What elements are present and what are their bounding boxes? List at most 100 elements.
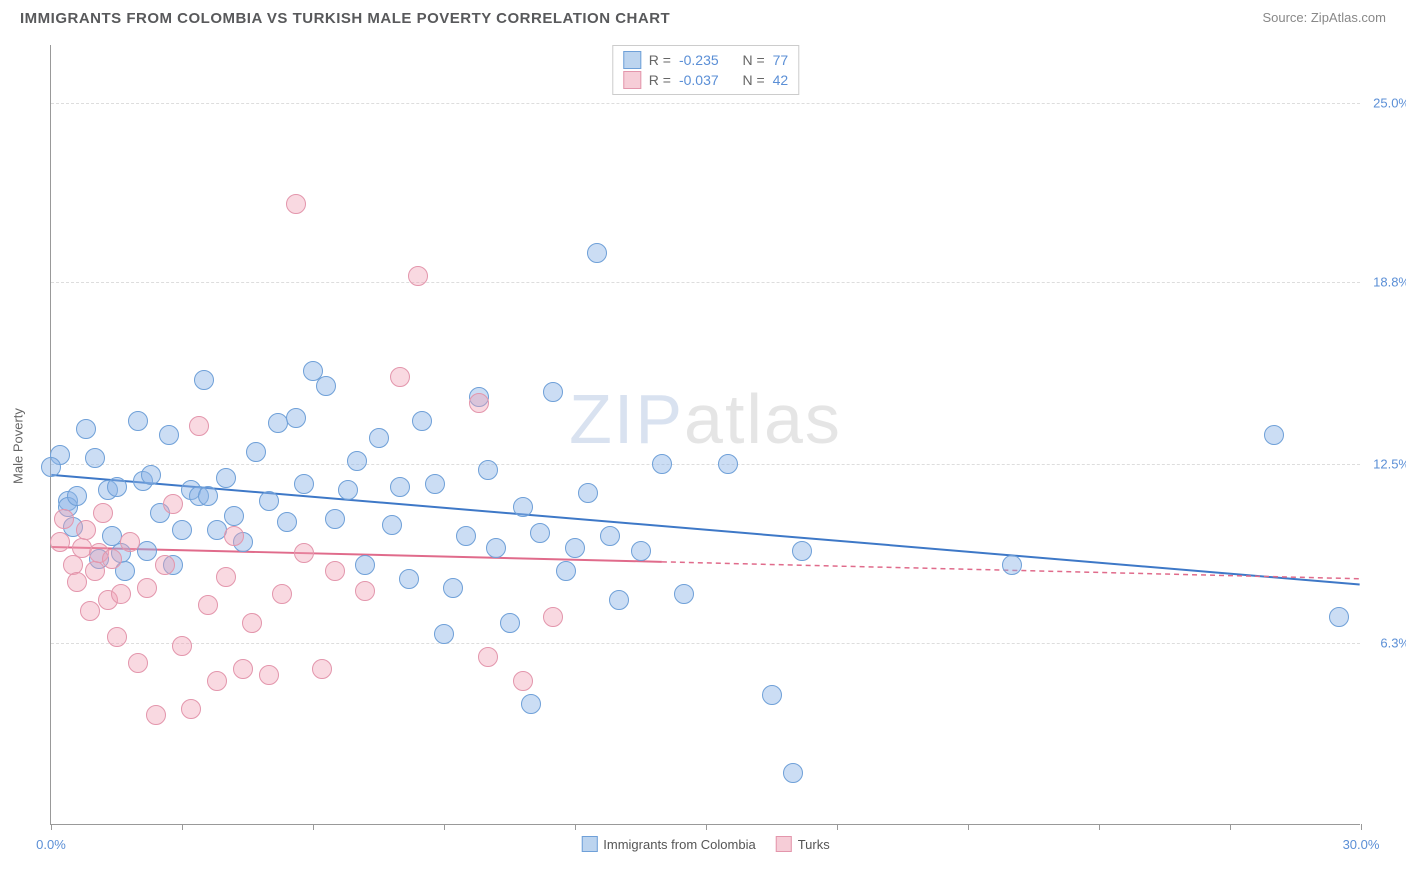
n-label: N = — [742, 52, 764, 68]
point-colombia — [338, 480, 358, 500]
trend-lines — [51, 45, 1360, 824]
point-colombia — [674, 584, 694, 604]
series-legend-item: Immigrants from Colombia — [581, 836, 755, 852]
point-colombia — [194, 370, 214, 390]
point-colombia — [631, 541, 651, 561]
y-tick-label: 12.5% — [1365, 456, 1406, 471]
correlation-legend: R =-0.235 N =77R =-0.037 N =42 — [612, 45, 799, 95]
point-colombia — [399, 569, 419, 589]
point-turks — [107, 627, 127, 647]
x-tick-label: 30.0% — [1343, 837, 1380, 852]
source-value: ZipAtlas.com — [1311, 10, 1386, 25]
point-colombia — [137, 541, 157, 561]
point-turks — [224, 526, 244, 546]
point-turks — [198, 595, 218, 615]
point-colombia — [76, 419, 96, 439]
y-axis-label: Male Poverty — [11, 408, 26, 484]
point-colombia — [556, 561, 576, 581]
point-colombia — [198, 486, 218, 506]
gridline — [51, 464, 1360, 465]
watermark: ZIPatlas — [569, 379, 842, 459]
point-turks — [216, 567, 236, 587]
point-colombia — [578, 483, 598, 503]
point-turks — [469, 393, 489, 413]
point-turks — [93, 503, 113, 523]
point-colombia — [1002, 555, 1022, 575]
y-tick-label: 18.8% — [1365, 274, 1406, 289]
point-colombia — [355, 555, 375, 575]
n-value: 77 — [773, 52, 789, 68]
point-colombia — [216, 468, 236, 488]
point-colombia — [513, 497, 533, 517]
point-turks — [181, 699, 201, 719]
watermark-atlas: atlas — [684, 380, 842, 458]
x-tick — [1099, 824, 1100, 830]
point-colombia — [478, 460, 498, 480]
series-legend-label: Turks — [798, 837, 830, 852]
r-label: R = — [649, 52, 671, 68]
point-turks — [286, 194, 306, 214]
point-colombia — [652, 454, 672, 474]
point-colombia — [316, 376, 336, 396]
point-colombia — [286, 408, 306, 428]
point-turks — [355, 581, 375, 601]
point-turks — [102, 549, 122, 569]
point-turks — [272, 584, 292, 604]
point-colombia — [128, 411, 148, 431]
x-tick — [706, 824, 707, 830]
point-turks — [67, 572, 87, 592]
legend-swatch — [623, 71, 641, 89]
x-tick — [1230, 824, 1231, 830]
point-colombia — [792, 541, 812, 561]
x-tick — [444, 824, 445, 830]
point-turks — [85, 561, 105, 581]
point-turks — [54, 509, 74, 529]
point-colombia — [259, 491, 279, 511]
x-tick — [51, 824, 52, 830]
point-turks — [172, 636, 192, 656]
point-turks — [189, 416, 209, 436]
point-colombia — [565, 538, 585, 558]
point-turks — [543, 607, 563, 627]
point-colombia — [425, 474, 445, 494]
x-tick — [575, 824, 576, 830]
gridline — [51, 103, 1360, 104]
point-turks — [128, 653, 148, 673]
point-colombia — [543, 382, 563, 402]
n-label: N = — [742, 72, 764, 88]
point-turks — [259, 665, 279, 685]
point-colombia — [456, 526, 476, 546]
point-colombia — [172, 520, 192, 540]
point-turks — [242, 613, 262, 633]
point-turks — [146, 705, 166, 725]
point-turks — [111, 584, 131, 604]
point-colombia — [600, 526, 620, 546]
point-colombia — [434, 624, 454, 644]
point-turks — [155, 555, 175, 575]
legend-swatch — [776, 836, 792, 852]
point-turks — [513, 671, 533, 691]
point-colombia — [500, 613, 520, 633]
series-legend-item: Turks — [776, 836, 830, 852]
point-colombia — [783, 763, 803, 783]
n-value: 42 — [773, 72, 789, 88]
point-colombia — [325, 509, 345, 529]
x-tick — [182, 824, 183, 830]
point-colombia — [224, 506, 244, 526]
x-tick — [1361, 824, 1362, 830]
point-colombia — [390, 477, 410, 497]
point-colombia — [1329, 607, 1349, 627]
point-colombia — [107, 477, 127, 497]
gridline — [51, 643, 1360, 644]
point-colombia — [412, 411, 432, 431]
point-colombia — [67, 486, 87, 506]
point-colombia — [762, 685, 782, 705]
y-tick-label: 6.3% — [1365, 636, 1406, 651]
point-colombia — [159, 425, 179, 445]
legend-swatch — [623, 51, 641, 69]
point-turks — [163, 494, 183, 514]
watermark-zip: ZIP — [569, 380, 684, 458]
x-tick — [837, 824, 838, 830]
x-tick — [313, 824, 314, 830]
point-colombia — [486, 538, 506, 558]
